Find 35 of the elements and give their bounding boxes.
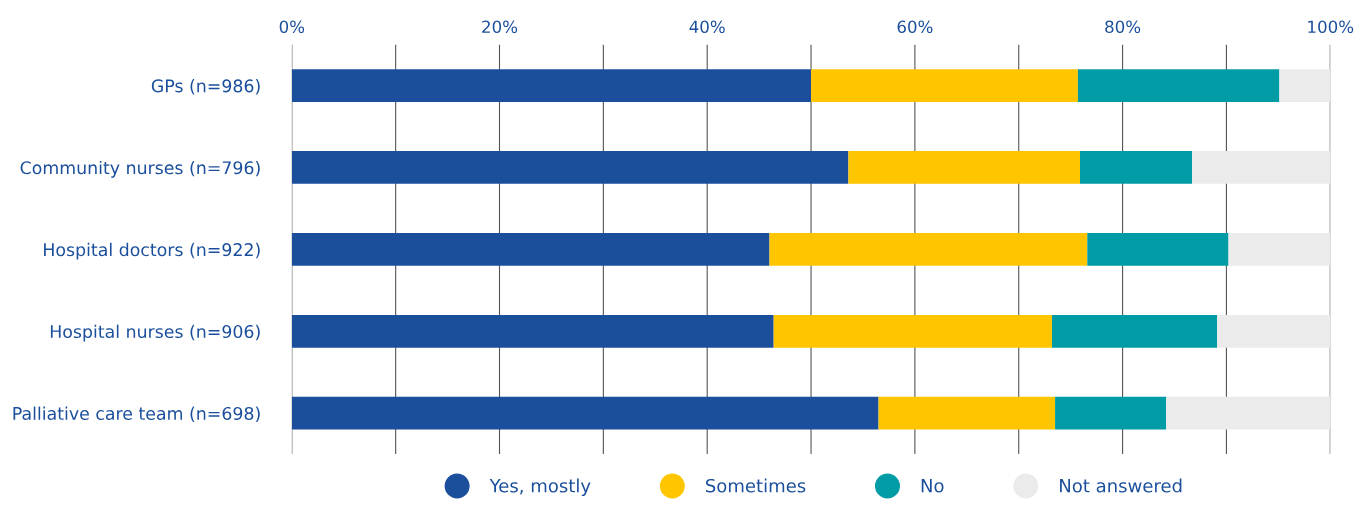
bar <box>291 233 770 266</box>
x-tick-label: 20% <box>482 20 518 34</box>
bar <box>1051 314 1218 348</box>
bar <box>1087 233 1229 266</box>
y-tick-label: Hospital nurses (n=906) <box>50 324 260 342</box>
legend-label: No <box>921 479 944 493</box>
legend-label: Not answered <box>1060 478 1182 493</box>
bar <box>773 314 1052 348</box>
y-tick-label: GPs (n=986) <box>151 79 260 95</box>
bar <box>291 69 812 102</box>
bar <box>848 151 1080 184</box>
bar <box>1166 396 1331 430</box>
bar <box>291 314 774 348</box>
bar <box>1228 233 1331 266</box>
bar <box>291 151 849 184</box>
x-tick-label: 80% <box>1105 20 1141 34</box>
bar <box>1192 151 1331 184</box>
x-tick-label: 40% <box>689 20 725 34</box>
bar <box>1077 69 1280 102</box>
x-tick-label: 0% <box>279 20 305 34</box>
bar <box>1279 69 1331 102</box>
y-tick-label: Community nurses (n=796) <box>20 160 260 178</box>
bar <box>811 69 1078 102</box>
x-tick-label: 60% <box>897 20 933 34</box>
y-tick-label: Hospital doctors (n=922) <box>44 242 260 260</box>
legend-label: Yes, mostly <box>489 478 591 497</box>
bar <box>1055 396 1167 430</box>
bar <box>291 396 879 430</box>
legend-label: Sometimes <box>706 478 806 493</box>
bar <box>769 233 1088 266</box>
x-tick-label: 100% <box>1308 20 1354 34</box>
bar <box>1217 314 1331 348</box>
y-tick-label: Palliative care team (n=698) <box>13 406 260 423</box>
bar <box>878 396 1056 430</box>
bar <box>1080 151 1193 184</box>
